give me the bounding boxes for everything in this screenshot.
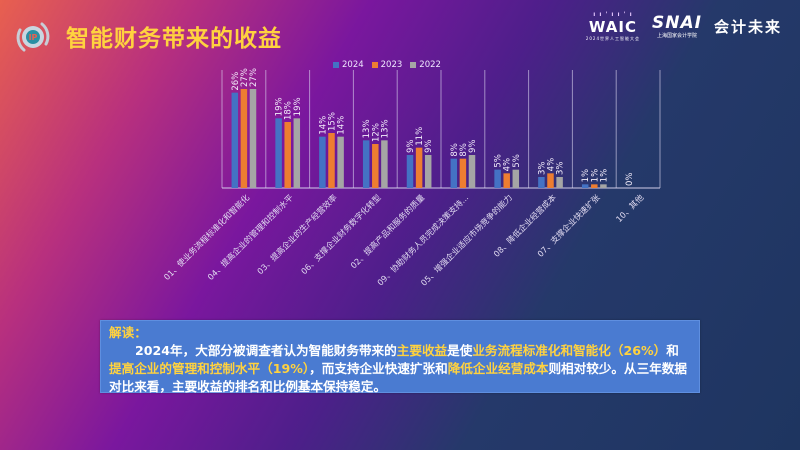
data-label-2022-1: 27%: [249, 68, 259, 87]
note-highlight-1: 主要收益: [396, 343, 448, 358]
bar-2022-8: [556, 177, 563, 188]
bar-2023-9: [591, 184, 598, 188]
bar-2022-5: [424, 155, 432, 188]
note-highlight-2: 业务流程标准化和智能化（26%）: [472, 343, 667, 358]
bar-2023-3: [328, 133, 335, 188]
category-label-7: 05、增强企业适应市场竞争的能力: [419, 192, 514, 287]
snai-logo-subtext: 上海国家会计学院: [657, 32, 698, 39]
interpretation-box: 解读： 2024年，大部分被调查者认为智能财务带来的主要收益是使业务流程标准化和…: [100, 320, 700, 396]
legend-item-2024: 2024: [333, 60, 364, 70]
partner-logos: ı ı ' ı ı ' ı WAIC 2024世界人工智能大会 SNAI 上海国…: [586, 12, 782, 41]
data-label-2023-5: 11%: [415, 127, 425, 146]
data-label-2022-2: 19%: [293, 97, 303, 116]
bar-2024-9: [581, 184, 589, 188]
bar-2024-3: [319, 136, 326, 188]
snai-logo: SNAI 上海国家会计学院: [652, 12, 702, 39]
bar-2023-1: [240, 89, 248, 188]
interpretation-label: 解读：: [109, 325, 147, 340]
category-label-10: 10、其他: [614, 192, 646, 224]
bar-2022-2: [293, 118, 301, 188]
legend-label-2023: 2023: [380, 60, 403, 70]
legend-swatch-2023: [371, 62, 378, 68]
data-label-2022-3: 14%: [337, 116, 347, 135]
data-label-2024-9: 1%: [581, 169, 591, 183]
data-label-2023-1: 27%: [240, 68, 250, 87]
bar-2024-2: [275, 118, 282, 188]
bar-2022-6: [468, 155, 476, 188]
data-label-2022-4: 13%: [380, 119, 390, 138]
legend-item-2023: 2023: [371, 60, 403, 70]
bar-2024-4: [362, 140, 370, 188]
page-title: 智能财务带来的收益: [66, 26, 282, 52]
data-label-2024-4: 13%: [362, 119, 372, 138]
data-label-2024-10: 0%: [625, 173, 635, 187]
note-text-3: 和: [666, 343, 679, 358]
data-label-2022-8: 3%: [556, 162, 566, 176]
bar-2022-3: [337, 136, 344, 188]
category-label-1: 01、使业务流程标准化和智能化: [162, 192, 252, 282]
data-label-2023-3: 15%: [328, 112, 338, 131]
bar-2024-6: [450, 158, 458, 188]
bar-2022-4: [381, 140, 388, 188]
legend-label-2022: 2022: [419, 60, 441, 70]
data-label-2022-5: 9%: [424, 140, 434, 154]
kuaiji-logo: 会计未来: [713, 18, 782, 36]
bar-2024-1: [231, 92, 239, 188]
waic-logo-subtext: 2024世界人工智能大会: [585, 36, 641, 41]
category-label-2: 04、提高企业的管理和控制水平: [205, 192, 295, 282]
data-label-2024-7: 5%: [494, 154, 504, 167]
legend-item-2022: 2022: [410, 60, 441, 70]
chart-legend: 2024 2023 2022: [333, 60, 441, 70]
category-label-4: 06、支撑企业财务数字化转型: [299, 192, 383, 276]
category-label-6: 09、协助财务人员完成决策支持...: [375, 192, 470, 287]
legend-swatch-2022: [410, 62, 417, 68]
data-label-2024-6: 8%: [450, 143, 460, 157]
data-label-2023-2: 18%: [284, 101, 294, 120]
legend-swatch-2024: [333, 62, 339, 68]
note-text-2: 是使: [447, 343, 473, 358]
data-label-2023-8: 4%: [547, 158, 557, 172]
data-label-2024-5: 9%: [406, 140, 416, 154]
data-label-2022-7: 5%: [512, 154, 522, 168]
bar-2024-5: [406, 155, 414, 188]
data-label-2024-3: 14%: [318, 116, 328, 135]
data-label-2023-4: 12%: [371, 123, 381, 142]
snai-logo-text: SNAI: [652, 12, 702, 33]
note-highlight-4: 降低企业经营成本: [447, 361, 549, 376]
interpretation-text: 2024年，大部分被调查者认为智能财务带来的主要收益是使业务流程标准化和智能化（…: [109, 342, 691, 396]
data-label-2022-9: 1%: [599, 169, 609, 183]
bar-2023-2: [284, 122, 291, 188]
category-label-5: 02、提高产品和服务的质量: [348, 192, 426, 270]
data-label-2023-7: 4%: [503, 158, 513, 172]
category-label-3: 03、提高企业的生产经营效率: [255, 192, 339, 276]
bar-2023-6: [459, 158, 467, 188]
data-label-2023-9: 1%: [590, 169, 600, 183]
note-text-4: ，而支持企业快速扩张和: [309, 361, 448, 376]
bar-2022-9: [600, 184, 607, 188]
legend-label-2024: 2024: [342, 60, 364, 70]
data-label-2023-6: 8%: [459, 143, 469, 157]
target-badge-icon: IP: [16, 22, 50, 52]
bar-2023-8: [547, 173, 554, 188]
note-text-5: 则相对较少。从三年数据对比来看，主要收益的排名和比例基本保持稳定。: [109, 361, 687, 394]
bar-2023-7: [503, 173, 510, 188]
data-label-2024-1: 26%: [231, 72, 241, 91]
waic-logo-text: WAIC: [588, 18, 637, 36]
bar-2024-8: [538, 177, 545, 188]
data-label-2024-2: 19%: [275, 97, 285, 116]
data-label-2022-6: 9%: [468, 140, 478, 154]
note-text-1: 2024年，大部分被调查者认为智能财务带来的: [135, 343, 397, 358]
note-highlight-3: 提高企业的管理和控制水平（19%）: [109, 361, 310, 376]
bar-2022-1: [249, 89, 257, 188]
bar-2024-7: [494, 169, 501, 188]
bar-2022-7: [512, 169, 520, 188]
bar-2023-5: [415, 147, 423, 188]
svg-text:IP: IP: [29, 33, 38, 42]
data-label-2024-8: 3%: [537, 162, 547, 176]
bar-2023-4: [372, 144, 379, 188]
waic-logo: ı ı ' ı ı ' ı WAIC 2024世界人工智能大会: [585, 11, 641, 41]
